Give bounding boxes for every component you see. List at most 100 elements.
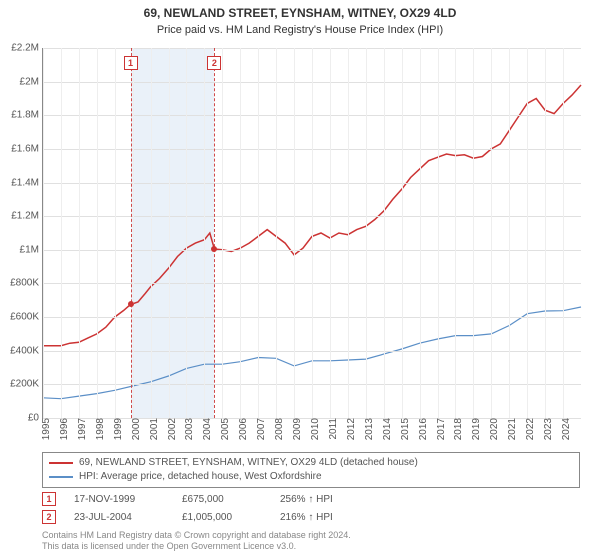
footer-line-2: This data is licensed under the Open Gov… (42, 541, 580, 552)
plot-area: £0£200K£400K£600K£800K£1M£1.2M£1.4M£1.6M… (42, 48, 581, 419)
grid-line-v (509, 48, 510, 418)
grid-line-v (312, 48, 313, 418)
legend-label: 69, NEWLAND STREET, EYNSHAM, WITNEY, OX2… (79, 456, 418, 470)
event-price: £1,005,000 (182, 512, 262, 523)
grid-line-v (204, 48, 205, 418)
event-marker-dot (128, 301, 134, 307)
y-axis-label: £1.6M (0, 143, 43, 154)
grid-line-v (61, 48, 62, 418)
grid-line-v (420, 48, 421, 418)
x-axis-label: 2017 (434, 418, 447, 440)
event-marker-icon: 1 (124, 56, 138, 70)
event-date: 23-JUL-2004 (74, 512, 164, 523)
grid-line-v (240, 48, 241, 418)
event-row: 1 17-NOV-1999 £675,000 256% ↑ HPI (42, 490, 580, 508)
x-axis-label: 2001 (147, 418, 160, 440)
x-axis-label: 1998 (93, 418, 106, 440)
x-axis-label: 2016 (416, 418, 429, 440)
grid-line-v (115, 48, 116, 418)
event-marker-icon: 2 (42, 510, 56, 524)
legend-swatch (49, 476, 73, 478)
x-axis-label: 2003 (182, 418, 195, 440)
event-marker-dot (211, 246, 217, 252)
grid-line-v (563, 48, 564, 418)
x-axis-label: 2021 (505, 418, 518, 440)
legend-item: HPI: Average price, detached house, West… (49, 470, 573, 484)
x-axis-label: 2004 (200, 418, 213, 440)
x-axis-label: 1996 (57, 418, 70, 440)
event-vline (214, 48, 215, 418)
grid-line-v (294, 48, 295, 418)
x-axis-label: 1995 (39, 418, 52, 440)
footer-line-1: Contains HM Land Registry data © Crown c… (42, 530, 580, 541)
grid-line-v (169, 48, 170, 418)
x-axis-label: 2011 (326, 418, 339, 440)
grid-line-v (43, 48, 44, 418)
grid-line-v (473, 48, 474, 418)
x-axis-label: 2018 (451, 418, 464, 440)
x-axis-label: 2007 (254, 418, 267, 440)
grid-line-v (133, 48, 134, 418)
grid-line-v (330, 48, 331, 418)
x-axis-label: 2009 (290, 418, 303, 440)
y-axis-label: £1.2M (0, 211, 43, 222)
grid-line-v (151, 48, 152, 418)
x-axis-label: 2006 (236, 418, 249, 440)
event-vline (131, 48, 132, 418)
legend-swatch (49, 462, 73, 464)
event-hpi: 256% ↑ HPI (280, 494, 333, 505)
y-axis-label: £200K (0, 379, 43, 390)
x-axis-label: 2015 (398, 418, 411, 440)
grid-line-v (455, 48, 456, 418)
y-axis-label: £800K (0, 278, 43, 289)
event-date: 17-NOV-1999 (74, 494, 164, 505)
event-marker-icon: 1 (42, 492, 56, 506)
legend: 69, NEWLAND STREET, EYNSHAM, WITNEY, OX2… (42, 452, 580, 488)
grid-line-v (97, 48, 98, 418)
x-axis-label: 2020 (487, 418, 500, 440)
y-axis-label: £600K (0, 312, 43, 323)
legend-label: HPI: Average price, detached house, West… (79, 470, 322, 484)
x-axis-label: 2013 (362, 418, 375, 440)
event-hpi: 216% ↑ HPI (280, 512, 333, 523)
grid-line-v (186, 48, 187, 418)
event-marker-icon: 2 (207, 56, 221, 70)
chart-subtitle: Price paid vs. HM Land Registry's House … (0, 22, 600, 40)
x-axis-label: 2005 (218, 418, 231, 440)
x-axis-label: 2019 (469, 418, 482, 440)
y-axis-label: £2.2M (0, 43, 43, 54)
grid-line-v (366, 48, 367, 418)
y-axis-label: £1M (0, 244, 43, 255)
event-row: 2 23-JUL-2004 £1,005,000 216% ↑ HPI (42, 508, 580, 526)
x-axis-label: 2022 (523, 418, 536, 440)
grid-line-v (438, 48, 439, 418)
x-axis-label: 2024 (559, 418, 572, 440)
grid-line-v (527, 48, 528, 418)
event-table: 1 17-NOV-1999 £675,000 256% ↑ HPI 2 23-JUL-20… (42, 490, 580, 526)
y-axis-label: £2M (0, 76, 43, 87)
y-axis-label: £1.4M (0, 177, 43, 188)
grid-line-v (258, 48, 259, 418)
x-axis-label: 2014 (380, 418, 393, 440)
grid-line-v (79, 48, 80, 418)
y-axis-label: £0 (0, 413, 43, 424)
x-axis-label: 2012 (344, 418, 357, 440)
event-price: £675,000 (182, 494, 262, 505)
footer-attribution: Contains HM Land Registry data © Crown c… (42, 530, 580, 553)
y-axis-label: £1.8M (0, 110, 43, 121)
grid-line-v (402, 48, 403, 418)
x-axis-label: 1999 (111, 418, 124, 440)
x-axis-label: 2023 (541, 418, 554, 440)
y-axis-label: £400K (0, 345, 43, 356)
grid-line-v (348, 48, 349, 418)
grid-line-v (276, 48, 277, 418)
grid-line-v (545, 48, 546, 418)
x-axis-label: 2000 (129, 418, 142, 440)
x-axis-label: 2002 (165, 418, 178, 440)
grid-line-v (491, 48, 492, 418)
grid-line-v (222, 48, 223, 418)
legend-item: 69, NEWLAND STREET, EYNSHAM, WITNEY, OX2… (49, 456, 573, 470)
chart-container: 69, NEWLAND STREET, EYNSHAM, WITNEY, OX2… (0, 0, 600, 560)
x-axis-label: 1997 (75, 418, 88, 440)
grid-line-v (384, 48, 385, 418)
